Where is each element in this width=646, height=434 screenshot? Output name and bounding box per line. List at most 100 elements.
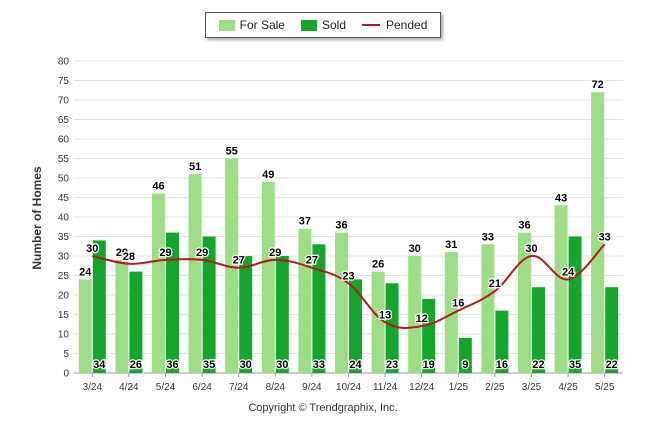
x-tick-label: 8/24 (266, 382, 286, 393)
bar-sold (349, 279, 362, 373)
x-tick-label: 4/25 (558, 382, 578, 393)
y-tick-label: 50 (58, 174, 70, 185)
data-label-sold: 19 (423, 359, 435, 371)
x-tick-label: 2/25 (485, 382, 505, 393)
bar-for-sale (225, 158, 239, 373)
data-label-for-sale: 36 (518, 220, 530, 232)
bar-for-sale (408, 256, 422, 373)
bar-sold (202, 236, 216, 373)
y-tick-label: 35 (58, 232, 70, 243)
y-tick-label: 30 (58, 252, 70, 263)
data-label-pended: 24 (562, 266, 575, 278)
bar-for-sale (518, 232, 531, 373)
data-label-sold: 23 (386, 359, 398, 371)
x-tick-label: 10/24 (336, 382, 361, 393)
bar-sold (129, 271, 143, 373)
bar-sold (495, 310, 509, 373)
bar-for-sale (481, 244, 495, 373)
bar-for-sale (444, 252, 458, 373)
data-label-sold: 16 (496, 359, 508, 371)
y-tick-label: 45 (58, 193, 70, 204)
y-tick-label: 10 (58, 330, 70, 341)
data-label-pended: 29 (196, 247, 208, 259)
y-tick-label: 20 (58, 291, 70, 302)
legend-label-pended: Pended (386, 18, 428, 32)
y-tick-label: 5 (63, 349, 69, 360)
data-label-pended: 29 (269, 247, 281, 259)
data-label-pended: 27 (306, 255, 318, 267)
bar-sold (422, 298, 436, 373)
y-tick-label: 65 (58, 115, 70, 126)
data-label-for-sale: 33 (482, 231, 494, 243)
bar-for-sale (371, 271, 385, 373)
x-tick-label: 9/24 (302, 382, 322, 393)
x-tick-label: 1/25 (449, 382, 469, 393)
legend: For Sale Sold Pended (205, 12, 441, 38)
bar-for-sale (152, 193, 165, 373)
y-tick-label: 60 (58, 135, 70, 146)
data-label-sold: 30 (276, 359, 288, 371)
data-label-for-sale: 36 (335, 220, 347, 232)
y-tick-label: 15 (58, 310, 70, 321)
data-label-pended: 29 (159, 247, 171, 259)
data-label-pended: 12 (416, 313, 428, 325)
line-pended (92, 243, 606, 329)
legend-label-sold: Sold (321, 18, 346, 32)
data-label-for-sale: 46 (152, 181, 164, 193)
data-label-sold: 35 (569, 359, 581, 371)
bar-for-sale (78, 279, 92, 373)
data-label-pended: 28 (123, 251, 135, 263)
y-axis-label: Number of Homes (30, 166, 44, 270)
data-label-sold: 22 (532, 359, 544, 371)
data-label-for-sale: 29 (116, 247, 128, 259)
copyright-text: Copyright © Trendgraphix, Inc. (248, 402, 398, 414)
data-label-sold: 24 (349, 359, 362, 371)
data-label-for-sale: 24 (79, 266, 92, 278)
legend-swatch-pended (362, 24, 380, 26)
legend-swatch-sold (300, 19, 317, 31)
bar-for-sale (261, 181, 275, 373)
y-tick-label: 80 (58, 57, 70, 68)
legend-swatch-for-sale (218, 19, 235, 31)
data-label-pended: 13 (379, 309, 391, 321)
data-label-pended: 21 (489, 278, 501, 290)
data-label-pended: 16 (452, 298, 464, 310)
bar-for-sale (298, 228, 312, 373)
x-tick-label: 4/24 (119, 382, 139, 393)
data-label-for-sale: 31 (445, 239, 457, 251)
bar-sold (166, 232, 179, 373)
data-label-pended: 27 (233, 255, 245, 267)
bar-sold (275, 256, 289, 373)
bar-for-sale (554, 205, 568, 373)
bar-sold (92, 240, 106, 373)
y-tick-label: 40 (58, 213, 70, 224)
bar-for-sale (188, 174, 202, 373)
bar-sold (605, 287, 619, 373)
y-tick-label: 55 (58, 154, 70, 165)
bar-for-sale (115, 259, 129, 373)
y-tick-label: 70 (58, 96, 70, 107)
x-tick-label: 3/24 (83, 382, 103, 393)
bar-sold (239, 256, 253, 373)
data-label-sold: 34 (93, 359, 106, 371)
x-tick-label: 11/24 (373, 382, 398, 393)
x-tick-label: 5/25 (595, 382, 615, 393)
y-tick-label: 0 (63, 369, 69, 380)
x-tick-label: 12/24 (409, 382, 434, 393)
data-label-for-sale: 30 (409, 243, 421, 255)
data-label-sold: 36 (166, 359, 178, 371)
x-tick-label: 5/24 (156, 382, 176, 393)
y-tick-label: 75 (58, 76, 70, 87)
data-label-pended: 33 (599, 231, 611, 243)
bar-for-sale (335, 232, 348, 373)
bar-sold (568, 236, 582, 373)
data-label-pended: 23 (342, 270, 354, 282)
x-tick-label: 7/24 (229, 382, 249, 393)
data-label-for-sale: 26 (372, 259, 384, 271)
legend-item-sold: Sold (300, 18, 346, 32)
data-label-for-sale: 37 (299, 216, 311, 228)
data-label-for-sale: 49 (262, 169, 274, 181)
data-label-sold: 35 (203, 359, 215, 371)
legend-item-for-sale: For Sale (218, 18, 285, 32)
